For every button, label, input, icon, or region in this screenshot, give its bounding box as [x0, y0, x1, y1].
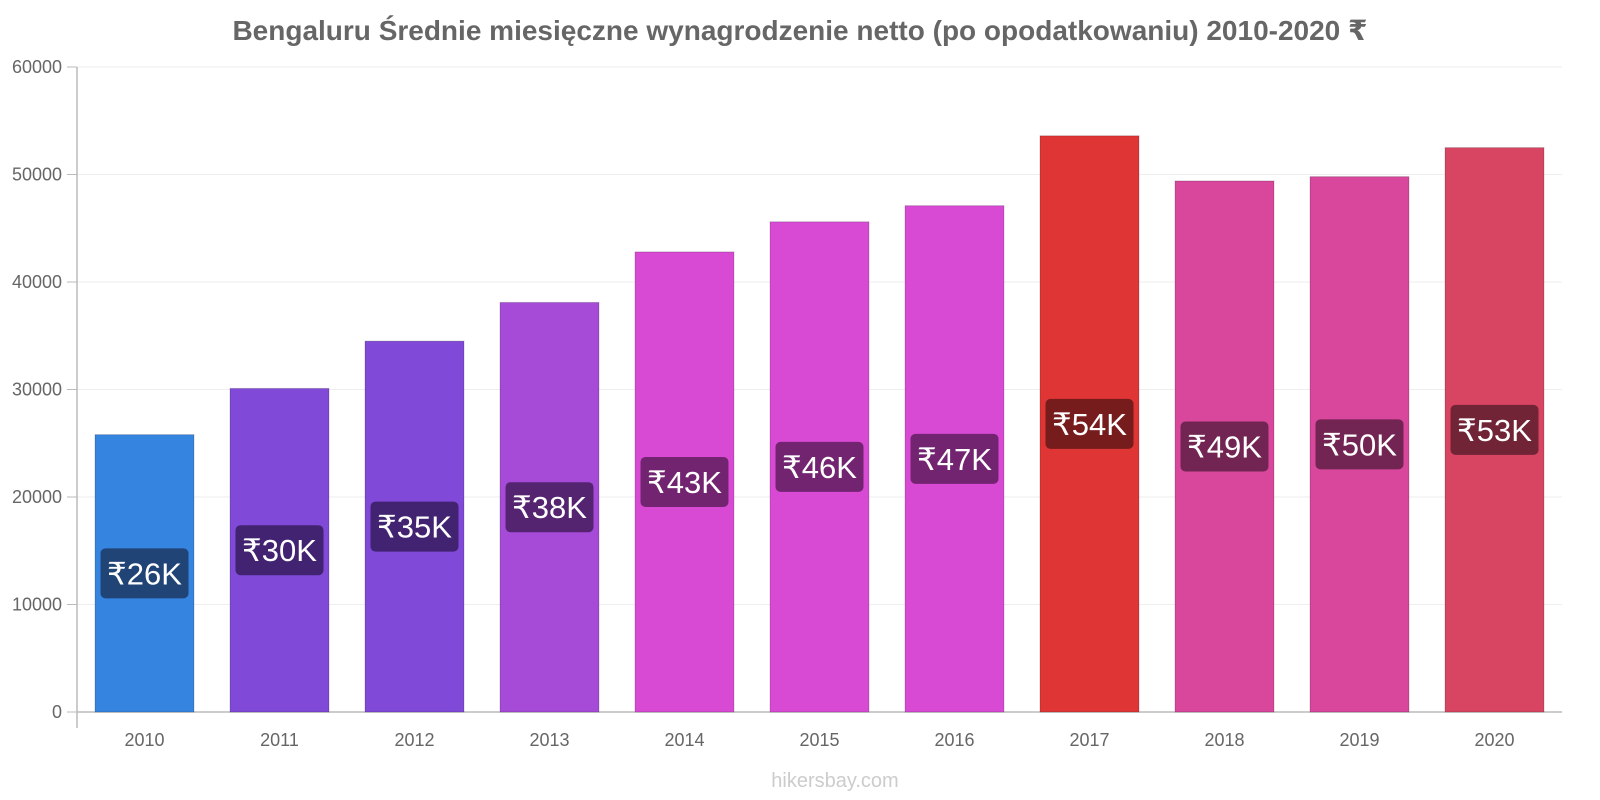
- x-tick-label: 2016: [934, 730, 974, 750]
- value-label-box: [775, 441, 864, 492]
- value-label: ₹53K: [1457, 413, 1532, 448]
- value-label-box: [910, 433, 999, 484]
- value-label: ₹46K: [782, 450, 857, 485]
- value-label-box: [505, 482, 594, 533]
- x-tick-label: 2020: [1474, 730, 1514, 750]
- y-tick-label: 60000: [12, 57, 62, 77]
- y-tick-label: 20000: [12, 487, 62, 507]
- x-tick-label: 2011: [260, 730, 299, 750]
- value-label: ₹47K: [917, 442, 992, 477]
- x-tick-label: 2018: [1204, 730, 1244, 750]
- x-tick-label: 2019: [1339, 730, 1379, 750]
- y-tick-label: 50000: [12, 165, 62, 185]
- x-tick-label: 2015: [799, 730, 839, 750]
- x-tick-label: 2010: [124, 730, 164, 750]
- y-tick-label: 30000: [12, 380, 62, 400]
- value-label: ₹30K: [242, 533, 317, 568]
- chart-title: Bengaluru Średnie miesięczne wynagrodzen…: [232, 15, 1368, 46]
- x-tick-label: 2013: [529, 730, 569, 750]
- x-tick-label: 2017: [1069, 730, 1109, 750]
- y-tick-label: 10000: [12, 595, 62, 615]
- value-label: ₹38K: [512, 490, 587, 525]
- watermark: hikersbay.com: [771, 770, 899, 792]
- value-label-box: [370, 501, 459, 552]
- value-label-box: [1180, 421, 1269, 472]
- value-label-box: [100, 548, 189, 599]
- y-tick-label: 0: [52, 702, 62, 722]
- value-label-box: [640, 456, 729, 507]
- value-label: ₹50K: [1322, 427, 1397, 462]
- value-label-box: [1045, 398, 1134, 449]
- value-label-box: [235, 525, 324, 576]
- value-label: ₹43K: [647, 465, 722, 500]
- value-label-box: [1315, 419, 1404, 470]
- value-label-box: [1450, 404, 1539, 455]
- x-tick-label: 2012: [394, 730, 434, 750]
- value-label: ₹54K: [1052, 407, 1127, 442]
- value-label: ₹49K: [1187, 429, 1262, 464]
- y-tick-label: 40000: [12, 272, 62, 292]
- x-tick-label: 2014: [664, 730, 704, 750]
- value-label: ₹35K: [377, 510, 452, 545]
- value-label: ₹26K: [107, 556, 182, 591]
